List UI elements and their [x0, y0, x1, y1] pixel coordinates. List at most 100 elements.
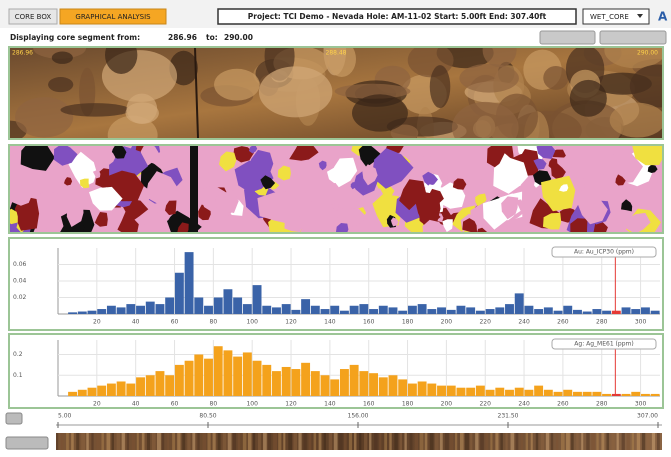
bar: [563, 305, 573, 314]
strip-band: [555, 433, 559, 450]
strip-band: [177, 433, 181, 450]
nav-button[interactable]: [5, 436, 49, 450]
rock-fragment: [15, 96, 74, 138]
bar: [650, 310, 660, 314]
mineral-grain: [100, 147, 116, 166]
strip-band: [465, 433, 469, 450]
bar: [184, 252, 194, 314]
nav-button[interactable]: [5, 412, 23, 425]
tab[interactable]: [8, 8, 58, 25]
dataset-select[interactable]: [582, 8, 650, 25]
bar: [349, 305, 359, 314]
x-tick-label: 20: [93, 319, 101, 326]
strip-band: [162, 433, 165, 450]
strip-band: [566, 433, 570, 450]
bar: [194, 354, 204, 396]
strip-band: [414, 433, 419, 450]
bar: [155, 304, 165, 314]
dropdown-arrow: [637, 14, 643, 18]
rock-fragment: [451, 101, 519, 138]
strip-band: [540, 433, 544, 450]
strip-band: [258, 433, 261, 450]
strip-band: [61, 433, 64, 450]
strip-band: [480, 433, 484, 450]
bar: [631, 309, 641, 314]
bar: [223, 289, 233, 314]
mineral-grain: [336, 208, 368, 228]
strip-band: [485, 433, 489, 450]
bar: [330, 379, 340, 396]
bar: [184, 360, 194, 396]
bar: [611, 310, 621, 314]
tab-active[interactable]: [59, 8, 167, 25]
strip-band: [394, 433, 398, 450]
x-tick-label: 100: [246, 401, 258, 408]
button[interactable]: [599, 30, 667, 45]
bar: [87, 387, 97, 396]
strip-band: [490, 433, 493, 450]
legend-label: Ag: Ag_ME61 (ppm): [574, 341, 633, 348]
mineral-grain: [576, 198, 608, 225]
mineral-grain: [68, 151, 97, 188]
strip-band: [404, 433, 407, 450]
strip-band: [495, 433, 499, 450]
mineral-grain: [533, 158, 547, 170]
bar: [650, 393, 660, 396]
legend-box: [551, 338, 657, 350]
strip-band: [207, 433, 211, 450]
bar: [310, 305, 320, 314]
bar: [524, 305, 534, 314]
strip-band: [141, 433, 145, 450]
x-tick-label: 140: [324, 401, 336, 408]
bar: [640, 307, 650, 314]
strip-band: [318, 433, 322, 450]
mineral-grain: [92, 170, 101, 179]
strip-band: [252, 433, 256, 450]
mineral-grain: [442, 219, 453, 232]
mineral-grain: [551, 163, 566, 180]
x-tick-label: 180: [402, 319, 414, 326]
bar: [369, 373, 379, 396]
strip-band: [651, 433, 656, 450]
bar: [505, 304, 514, 314]
strip-band: [76, 433, 80, 450]
mineral-grain: [493, 157, 529, 194]
mineral-grain: [53, 146, 78, 166]
y-tick-label: 0.1: [13, 372, 23, 379]
rock-fragment: [482, 48, 517, 68]
bar: [272, 371, 281, 396]
bar: [349, 364, 359, 396]
strip-band: [369, 433, 372, 450]
mineral-map: [10, 146, 662, 232]
core-gap: [190, 146, 198, 232]
x-tick-label: 100: [246, 319, 258, 326]
x-tick-label: 240: [518, 319, 530, 326]
mineral-grain: [177, 222, 189, 232]
strip-band: [202, 433, 207, 450]
bar: [301, 362, 311, 396]
button[interactable]: [539, 30, 596, 45]
strip-band: [429, 433, 434, 450]
mineral-grain: [304, 183, 321, 202]
rock-fragment: [459, 63, 519, 93]
x-tick-label: 160: [363, 401, 375, 408]
status-label: Displaying core segment from:: [10, 33, 140, 42]
nav-label: 307.00: [637, 413, 658, 420]
x-tick-label: 80: [210, 401, 218, 408]
strip-band: [439, 433, 443, 450]
x-tick-label: 260: [557, 319, 569, 326]
bar: [602, 393, 612, 396]
x-tick-label: 280: [596, 401, 608, 408]
mineral-grain: [632, 146, 662, 166]
strip-band: [242, 433, 247, 450]
strip-band: [278, 433, 282, 450]
bar: [446, 309, 456, 314]
mineral-grain: [215, 189, 239, 213]
x-tick-label: 260: [557, 401, 569, 408]
rock-fragment: [258, 66, 333, 118]
mineral-grain: [480, 173, 492, 187]
segment-frame: [8, 144, 664, 234]
strip-band: [419, 433, 424, 450]
